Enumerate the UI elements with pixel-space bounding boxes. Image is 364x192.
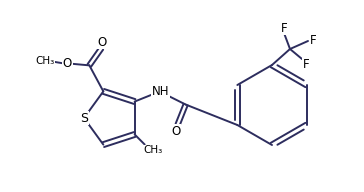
Text: F: F xyxy=(303,57,309,70)
Text: O: O xyxy=(171,125,180,138)
Text: F: F xyxy=(310,35,316,47)
Text: NH: NH xyxy=(152,85,169,98)
Text: CH₃: CH₃ xyxy=(143,146,162,156)
Text: O: O xyxy=(63,57,72,70)
Text: F: F xyxy=(281,22,287,35)
Text: O: O xyxy=(98,36,107,49)
Text: S: S xyxy=(80,112,88,124)
Text: CH₃: CH₃ xyxy=(36,56,55,66)
